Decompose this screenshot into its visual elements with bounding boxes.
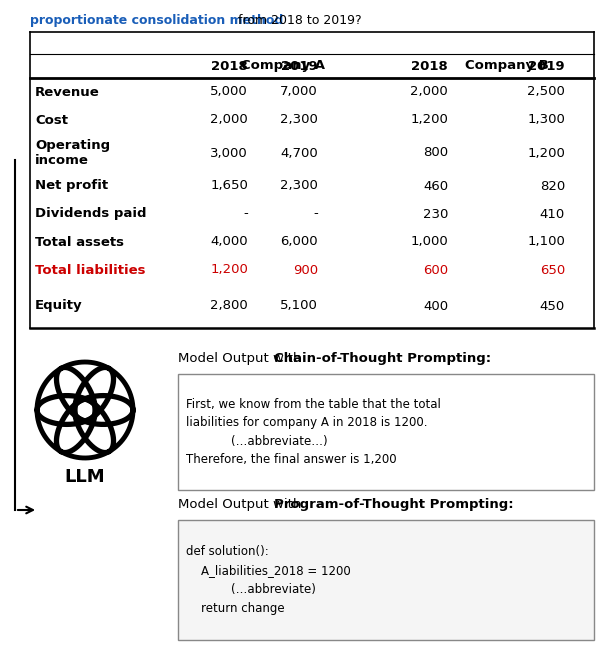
Text: Company B: Company B (465, 58, 548, 71)
Text: 2,000: 2,000 (410, 85, 448, 99)
Text: 800: 800 (423, 146, 448, 160)
Text: First, we know from the table that the total
liabilities for company A in 2018 i: First, we know from the table that the t… (186, 398, 441, 466)
Text: 2,800: 2,800 (210, 299, 248, 312)
Text: 1,200: 1,200 (210, 263, 248, 277)
Text: Model Output with: Model Output with (178, 352, 305, 365)
Text: 1,000: 1,000 (410, 236, 448, 248)
Text: 5,100: 5,100 (280, 299, 318, 312)
Text: Cost: Cost (35, 113, 68, 126)
Text: LLM: LLM (65, 468, 105, 486)
Bar (178, 374, 594, 490)
Text: 4,700: 4,700 (280, 146, 318, 160)
Text: def solution():
    A_liabilities_2018 = 1200
            (…abbreviate)
    retu: def solution(): A_liabilities_2018 = 120… (186, 545, 351, 615)
Text: Chain-of-Thought Prompting:: Chain-of-Thought Prompting: (275, 352, 491, 365)
Text: 230: 230 (422, 207, 448, 220)
Text: 3,000: 3,000 (210, 146, 248, 160)
Text: 6,000: 6,000 (281, 236, 318, 248)
Text: Company A: Company A (241, 58, 325, 71)
Text: 1,200: 1,200 (410, 113, 448, 126)
Text: 600: 600 (423, 263, 448, 277)
Text: 2,500: 2,500 (527, 85, 565, 99)
Text: 650: 650 (540, 263, 565, 277)
Text: 900: 900 (293, 263, 318, 277)
Text: 7,000: 7,000 (280, 85, 318, 99)
Text: 2,300: 2,300 (280, 113, 318, 126)
Text: Model Output with: Model Output with (178, 498, 305, 511)
Text: 2,000: 2,000 (210, 113, 248, 126)
Text: from 2018 to 2019?: from 2018 to 2019? (234, 14, 362, 27)
Text: 1,300: 1,300 (527, 113, 565, 126)
Text: proportionate consolidation method: proportionate consolidation method (30, 14, 283, 27)
Text: Program-of-Thought Prompting:: Program-of-Thought Prompting: (275, 498, 514, 511)
Text: 450: 450 (540, 299, 565, 312)
Text: 1,200: 1,200 (527, 146, 565, 160)
Text: Revenue: Revenue (35, 85, 100, 99)
Text: 400: 400 (423, 299, 448, 312)
Text: 1,650: 1,650 (210, 179, 248, 193)
Text: Net profit: Net profit (35, 179, 108, 193)
Text: Equity: Equity (35, 299, 82, 312)
Text: Total liabilities: Total liabilities (35, 263, 145, 277)
Text: 410: 410 (540, 207, 565, 220)
Text: 2,300: 2,300 (280, 179, 318, 193)
Text: 460: 460 (423, 179, 448, 193)
Text: 2019: 2019 (281, 60, 318, 73)
Text: -: - (243, 207, 248, 220)
Text: 2018: 2018 (211, 60, 248, 73)
Text: 5,000: 5,000 (210, 85, 248, 99)
Text: Dividends paid: Dividends paid (35, 207, 147, 220)
Text: 4,000: 4,000 (210, 236, 248, 248)
Text: 2018: 2018 (411, 60, 448, 73)
Text: Operating
income: Operating income (35, 139, 110, 167)
Text: 820: 820 (540, 179, 565, 193)
Text: -: - (313, 207, 318, 220)
Text: Total assets: Total assets (35, 236, 124, 248)
Bar (178, 520, 594, 640)
Text: 1,100: 1,100 (527, 236, 565, 248)
Text: 2019: 2019 (528, 60, 565, 73)
